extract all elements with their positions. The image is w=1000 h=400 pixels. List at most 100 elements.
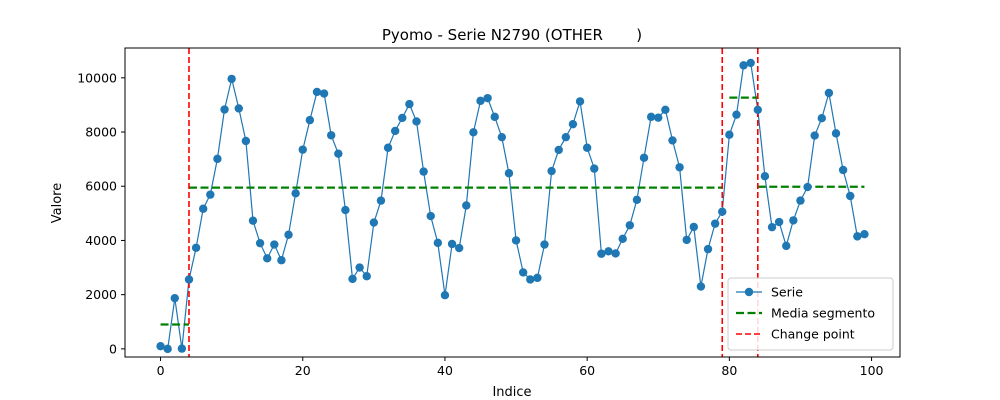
series-point (191, 243, 201, 252)
series-point (682, 235, 691, 245)
series-point (419, 167, 428, 176)
y-axis-label: Valore (50, 183, 65, 223)
x-tick-label: 20 (295, 363, 311, 378)
series-point (668, 136, 677, 145)
series-point (255, 238, 265, 248)
series-point (476, 96, 485, 106)
series-point (782, 241, 791, 251)
series-point (383, 143, 393, 152)
series-point (248, 216, 258, 225)
series-point (284, 230, 293, 239)
series-point (213, 154, 222, 164)
series-point (561, 132, 571, 142)
x-axis-label: Indice (492, 385, 531, 400)
y-tick-label: 0 (109, 341, 117, 356)
series-point (526, 275, 535, 284)
series-point (675, 163, 684, 172)
series-point (654, 113, 663, 122)
series-point (831, 129, 841, 138)
series-point (547, 166, 556, 176)
chart-title: Pyomo - Serie N2790 (OTHER ) (382, 26, 642, 44)
series-point (618, 234, 627, 244)
series-point (177, 344, 187, 353)
series-point (625, 221, 635, 230)
series-point (597, 249, 606, 258)
series-point (298, 145, 307, 154)
series-point (860, 230, 869, 239)
series-point (753, 105, 762, 115)
series-point (312, 87, 322, 97)
series-point (497, 132, 507, 142)
legend-label: Media segmento (771, 306, 875, 321)
series-point (412, 117, 421, 126)
series-point (718, 207, 727, 216)
series-point (518, 268, 528, 277)
x-tick-label: 40 (437, 363, 453, 378)
x-tick-label: 100 (860, 363, 884, 378)
legend-box (727, 277, 894, 351)
plot-inner (156, 48, 869, 357)
series-point (440, 291, 450, 300)
series-point (369, 218, 379, 227)
series-point (846, 191, 855, 201)
series-point (390, 126, 400, 136)
series-point (853, 232, 862, 241)
axes: 0 20 40 60 80 100 0 2000 4000 6000 8000 10000 (77, 47, 901, 378)
series-point (696, 282, 706, 291)
series-point (398, 113, 407, 123)
series-point (575, 97, 585, 106)
series-point (533, 273, 542, 283)
series-point (504, 169, 514, 178)
series-point (220, 105, 229, 114)
series-point (241, 136, 251, 146)
series-point (511, 236, 521, 245)
series-point (469, 128, 478, 137)
series-point (739, 61, 748, 70)
y-tick-label: 4000 (85, 233, 117, 248)
series-point (710, 219, 720, 228)
series-point (227, 74, 236, 84)
series-point (568, 119, 578, 129)
x-tick-label: 0 (157, 363, 165, 378)
series-point (582, 143, 592, 152)
series-point (611, 249, 620, 258)
series-point (362, 272, 371, 281)
series-point (270, 240, 279, 249)
series-point (725, 130, 734, 139)
plot-frame (124, 47, 901, 358)
series-point (824, 88, 834, 98)
series-point (817, 114, 826, 123)
series-point (774, 217, 784, 227)
plot-area (156, 48, 869, 357)
series-point (483, 93, 492, 103)
series-point (639, 153, 649, 162)
series-point (426, 211, 435, 221)
series-point (838, 165, 848, 175)
series-point (305, 115, 315, 125)
series-point (405, 99, 414, 109)
x-tick-label: 60 (579, 363, 595, 378)
series-point (291, 189, 300, 198)
legend-marker-serie (744, 287, 754, 297)
series-point (454, 243, 464, 253)
series-point (263, 254, 272, 263)
series-point (746, 58, 755, 68)
series-point (170, 293, 179, 303)
series-point (447, 239, 457, 249)
y-tick-label: 10000 (77, 70, 117, 85)
series-point (703, 244, 713, 254)
y-tick-label: 8000 (85, 125, 117, 140)
series-point (326, 131, 336, 140)
series-point (540, 240, 549, 249)
series-point (206, 190, 215, 199)
series-point (646, 112, 656, 122)
series-point (661, 105, 670, 115)
series-point (554, 145, 563, 155)
series-point (632, 195, 642, 204)
series-point (319, 89, 329, 98)
legend: Serie Media segmento Change point (727, 277, 894, 351)
series-point (156, 341, 165, 351)
series-point (462, 201, 471, 210)
series-point (348, 274, 357, 284)
